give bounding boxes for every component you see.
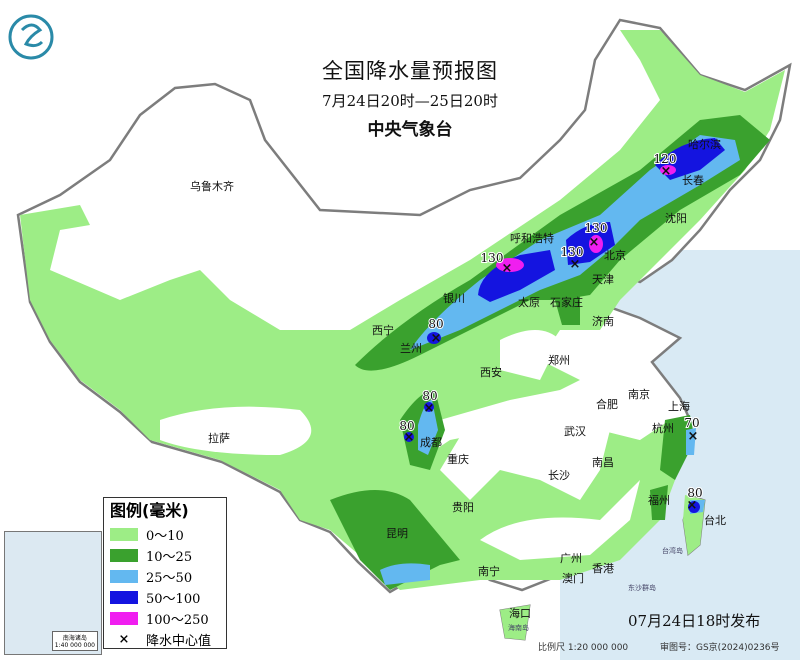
city-label: 广州 [560,552,582,565]
center-x: × [687,498,698,513]
center-value: 130 [481,251,504,265]
city-label: 济南 [592,314,614,328]
city-label: 重庆 [447,452,469,466]
city-label: 沈阳 [665,211,687,225]
sea-label: 东沙群岛 [628,583,656,592]
dry-areas [160,330,660,560]
legend-label: 100～250 [146,613,209,628]
center-x: × [570,257,581,272]
city-label: 昆明 [386,527,408,540]
center-x: × [431,331,442,346]
city-label: 福州 [648,493,670,507]
city-label: 南昌 [592,456,614,469]
city-label: 香港 [592,562,614,575]
city-label: 海口 [509,606,531,620]
legend-label: 50～100 [146,592,201,607]
legend-title: 图例(毫米) [110,501,189,520]
legend-swatch [110,570,138,583]
south-china-sea-inset: 南海诸岛 1:40 000 000 [4,531,102,655]
center-x: × [661,164,672,179]
legend-item: 50～100 [110,587,220,608]
city-label: 西宁 [372,323,394,337]
center-value: 120 [654,152,677,166]
legend-item: 100～250 [110,608,220,629]
center-value: 130 [585,221,608,235]
legend-swatch [110,549,138,562]
city-label: 台北 [704,513,726,527]
city-label: 郑州 [548,353,570,367]
rain-center-values: 130 130 130 120 80 80 80 70 80 [398,151,703,501]
legend-swatch [110,528,138,541]
map-title: 全国降水量预报图 [322,59,498,83]
legend-swatch [110,612,138,625]
city-label: 天津 [592,273,614,286]
center-x: × [502,261,513,276]
city-label: 南京 [628,387,650,401]
cross-icon: × [118,632,130,647]
rain-center-markers: × × × × × × × × × [404,164,699,513]
legend-label: 降水中心值 [146,634,212,649]
sea-label: 台湾岛 [662,546,683,555]
center-x: × [404,430,415,445]
city-label: 长沙 [548,469,570,482]
forecast-period: 7月24日20时—25日20时 [322,92,498,110]
legend-item: 0～10 [110,524,220,545]
agency-name: 中央气象台 [367,120,453,140]
city-label: 银川 [443,291,465,305]
map-scale: 比例尺 1:20 000 000 [538,643,629,653]
city-label: 乌鲁木齐 [190,179,234,193]
city-label: 杭州 [652,421,674,435]
center-x: × [589,235,600,250]
city-label: 成都 [420,436,442,449]
city-label: 合肥 [596,397,618,411]
center-value: 80 [687,486,702,500]
legend-label: 10～25 [146,550,193,565]
city-label: 西安 [480,365,502,379]
city-label: 呼和浩特 [510,231,554,245]
center-value: 130 [561,245,584,259]
city-label: 拉萨 [208,431,230,445]
map-approval-number: 审图号：GS京(2024)0236号 [660,643,780,653]
legend-label: 25～50 [146,571,193,586]
rain-100-250 [496,165,676,272]
legend-swatch [110,591,138,604]
legend-label: 0～10 [146,529,184,544]
legend: 图例(毫米) 0～10 10～25 25～50 50～100 100～250 ×… [103,497,227,649]
center-x: × [688,429,699,444]
sea-label: 海南岛 [508,623,529,632]
city-label: 石家庄 [550,295,583,309]
city-label: 上海 [668,399,690,413]
city-label: 南宁 [478,564,500,578]
inset-scale: 1:40 000 000 [54,642,95,649]
center-value: 80 [428,317,443,331]
city-label: 北京 [604,248,626,262]
legend-item: 25～50 [110,566,220,587]
center-x: × [424,401,435,416]
center-value: 80 [422,389,437,403]
city-label: 澳门 [562,571,584,585]
cma-logo [8,14,54,60]
city-label: 太原 [518,296,540,309]
inset-caption-title: 南海诸岛 [62,635,87,642]
city-label: 武汉 [564,425,586,438]
city-label: 贵阳 [452,501,474,514]
city-label: 长春 [682,174,704,187]
city-labels: 乌鲁木齐 拉萨 西宁 兰州 银川 呼和浩特 太原 石家庄 北京 天津 沈阳 长春… [190,137,726,632]
center-value: 80 [399,419,414,433]
inset-caption: 南海诸岛 1:40 000 000 [51,631,98,651]
center-value: 70 [684,416,699,430]
legend-item: 10～25 [110,545,220,566]
city-label: 兰州 [400,342,422,355]
city-label: 哈尔滨 [688,137,721,151]
issue-time: 07月24日18时发布 [628,612,761,630]
legend-item: × 降水中心值 [110,629,220,650]
